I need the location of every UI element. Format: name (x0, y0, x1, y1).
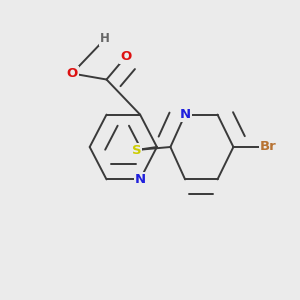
Text: H: H (100, 32, 110, 46)
Text: N: N (179, 108, 191, 121)
Text: Br: Br (260, 140, 276, 154)
Text: S: S (132, 143, 141, 157)
Text: O: O (120, 50, 132, 63)
Text: O: O (66, 67, 78, 80)
Text: N: N (134, 173, 146, 186)
